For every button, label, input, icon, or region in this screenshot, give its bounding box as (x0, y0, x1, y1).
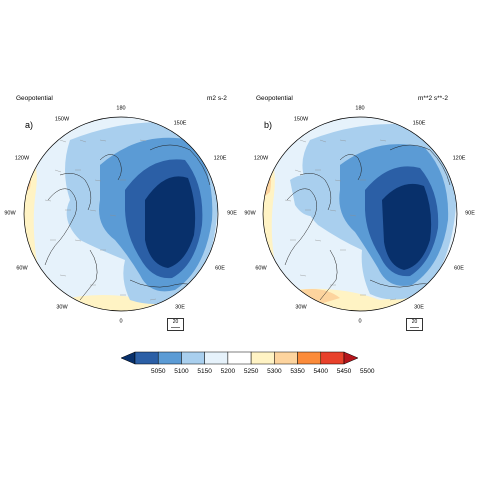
panel-b-lon-120e: 120E (452, 155, 466, 162)
colorbar-swatch (181, 351, 205, 365)
panel-a-lon-180: 180 (116, 105, 126, 112)
colorbar-swatches (120, 351, 359, 365)
panel-b-units: m**2 s**-2 (418, 95, 448, 102)
panel-b-lon-150e: 150E (412, 120, 426, 127)
colorbar-swatch (157, 351, 182, 365)
panel-a-lon-150w: 150W (54, 116, 70, 123)
panel-a-lon-60e: 60E (215, 265, 225, 272)
panel-a-lon-120e: 120E (213, 155, 227, 162)
colorbar-high-arrow (343, 351, 359, 365)
colorbar-low-arrow (120, 351, 136, 365)
colorbar-label: 5500 (359, 368, 375, 375)
panel-b-lon-60e: 60E (454, 265, 464, 272)
panel-b-lon-150w: 150W (293, 116, 309, 123)
panel-a-lon-90w: 90W (4, 210, 16, 217)
panel-b-lon-90e: 90E (465, 210, 475, 217)
panel-a-lon-30w: 30W (56, 304, 68, 311)
panel-b-vector-reference: 20 (406, 318, 423, 331)
panel-a-lon-60w: 60W (16, 265, 28, 272)
panel-b-lon-60w: 60W (255, 265, 267, 272)
colorbar-label: 5100 (174, 368, 189, 375)
panel-b-title: Geopotential (256, 95, 293, 102)
panel-b-vector-reference-value: 20 (411, 319, 418, 325)
colorbar-swatch (227, 351, 252, 365)
colorbar-label: 5450 (336, 368, 352, 375)
colorbar-swatch (274, 351, 298, 365)
panel-a-vector-reference: 20 (167, 318, 184, 331)
colorbar-swatch (204, 351, 229, 365)
panel-a-label: a) (25, 120, 34, 130)
colorbar-label: 5400 (313, 368, 328, 375)
panel-b-lon-120w: 120W (253, 155, 269, 162)
colorbar-swatch (134, 351, 159, 365)
colorbar-swatch (320, 351, 345, 365)
panel-b-lon-30w: 30W (295, 304, 307, 311)
colorbar-swatch (297, 351, 322, 365)
colorbar-swatch (250, 351, 275, 365)
panel-a-vector-reference-value: 20 (172, 319, 179, 325)
panel-b-label: b) (264, 120, 273, 130)
colorbar-label: 5350 (290, 368, 305, 375)
panel-a-lon-150e: 150E (173, 120, 187, 127)
panel-b-lon-90w: 90W (244, 210, 256, 217)
colorbar-label: 5050 (150, 368, 166, 375)
panel-a-title: Geopotential (16, 95, 53, 102)
colorbar-label: 5250 (243, 368, 259, 375)
panel-b-lon-180: 180 (355, 105, 365, 112)
colorbar-label: 5300 (267, 368, 282, 375)
colorbar-label: 5150 (197, 368, 212, 375)
panel-a-units: m2 s-2 (207, 95, 227, 102)
panel-b-lon-0: 0 (358, 318, 362, 325)
panel-b-lon-30e: 30E (414, 304, 424, 311)
panel-a-lon-90e: 90E (227, 210, 237, 217)
panel-a-lon-30e: 30E (175, 304, 185, 311)
colorbar-label: 5200 (220, 368, 236, 375)
panel-a-lon-0: 0 (119, 318, 123, 325)
panel-a-lon-120w: 120W (14, 155, 30, 162)
